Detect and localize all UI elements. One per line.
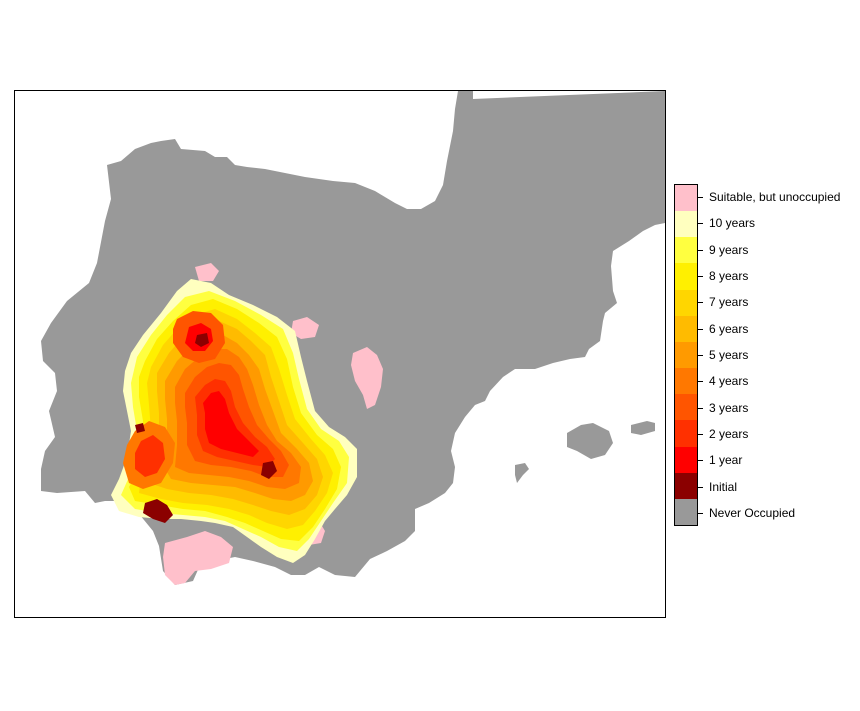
legend-label-9: 2 years bbox=[709, 427, 749, 441]
suitable-east-patch bbox=[351, 347, 383, 409]
legend-tick-1 bbox=[698, 223, 703, 224]
legend-label-5: 6 years bbox=[709, 322, 749, 336]
legend-label-3: 8 years bbox=[709, 269, 749, 283]
legend-tick-3 bbox=[698, 276, 703, 277]
suitable-northeast-patch bbox=[291, 317, 319, 339]
legend-swatch-12 bbox=[675, 498, 697, 526]
legend-swatch-0 bbox=[675, 185, 697, 212]
legend-color-bar bbox=[674, 184, 698, 526]
legend-tick-7 bbox=[698, 381, 703, 382]
map-panel bbox=[14, 90, 666, 618]
legend-label-7: 4 years bbox=[709, 374, 749, 388]
legend-swatch-7 bbox=[675, 368, 697, 395]
legend-label-4: 7 years bbox=[709, 295, 749, 309]
suitable-south-coast bbox=[163, 531, 233, 585]
legend-swatch-9 bbox=[675, 420, 697, 447]
legend-label-8: 3 years bbox=[709, 401, 749, 415]
legend-tick-0 bbox=[698, 197, 703, 198]
legend-swatch-2 bbox=[675, 237, 697, 264]
legend-swatch-4 bbox=[675, 289, 697, 316]
legend-tick-6 bbox=[698, 355, 703, 356]
initial-west bbox=[135, 423, 145, 433]
legend-swatch-8 bbox=[675, 394, 697, 421]
legend-label-10: 1 year bbox=[709, 453, 743, 467]
occupancy-map bbox=[41, 91, 665, 585]
legend-tick-5 bbox=[698, 329, 703, 330]
legend-swatch-11 bbox=[675, 472, 697, 499]
legend-label-2: 9 years bbox=[709, 243, 749, 257]
spread-layer bbox=[111, 279, 357, 563]
legend-swatch-3 bbox=[675, 263, 697, 290]
legend-tick-2 bbox=[698, 250, 703, 251]
legend-label-12: Never Occupied bbox=[709, 506, 796, 520]
legend-swatch-10 bbox=[675, 446, 697, 473]
legend-label-6: 5 years bbox=[709, 348, 749, 362]
initial-southwest bbox=[143, 499, 173, 523]
legend-tick-9 bbox=[698, 434, 703, 435]
legend-tick-4 bbox=[698, 302, 703, 303]
legend-tick-11 bbox=[698, 487, 703, 488]
menorca-island bbox=[631, 421, 655, 435]
legend-swatch-6 bbox=[675, 341, 697, 369]
suitable-north-patch bbox=[195, 263, 219, 281]
legend-swatch-5 bbox=[675, 315, 697, 342]
legend-tick-10 bbox=[698, 460, 703, 461]
legend-tick-12 bbox=[698, 513, 703, 514]
legend-tick-8 bbox=[698, 408, 703, 409]
mallorca-island bbox=[567, 423, 613, 459]
legend-swatch-1 bbox=[675, 211, 697, 238]
ibiza-island bbox=[515, 463, 529, 483]
spread-southwest-inner bbox=[135, 435, 165, 477]
initial-north bbox=[195, 333, 209, 347]
initial-center bbox=[261, 461, 277, 479]
legend-label-1: 10 years bbox=[709, 216, 756, 230]
legend-label-0: Suitable, but unoccupied bbox=[709, 190, 841, 204]
legend-label-11: Initial bbox=[709, 480, 738, 494]
spread-1-year bbox=[203, 391, 259, 457]
